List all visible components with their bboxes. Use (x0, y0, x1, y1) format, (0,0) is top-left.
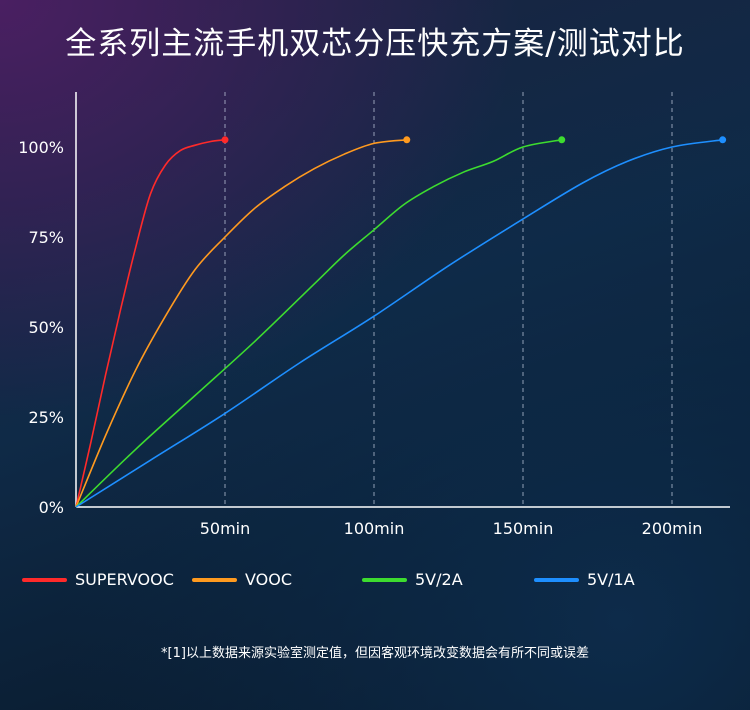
x-tick-label: 50min (200, 519, 251, 538)
series-layer (75, 136, 727, 508)
legend-swatch (534, 577, 579, 582)
footnote: *[1]以上数据来源实验室测定值，但因客观环境改变数据会有所不同或误差 (161, 646, 589, 661)
legend-item-supervooc: SUPERVOOC (22, 570, 174, 589)
axis-layer (75, 92, 730, 508)
series-endpoint-5v-2a (558, 136, 566, 144)
legend-label: 5V/2A (415, 570, 463, 589)
legend-swatch (22, 577, 67, 582)
series-line-5v-1a (75, 139, 723, 508)
legend-label: 5V/1A (587, 570, 635, 589)
series-line-5v-2a (75, 139, 562, 508)
series-line-supervooc (75, 139, 226, 508)
grid-layer (224, 92, 673, 507)
series-line-vooc (75, 139, 407, 508)
tick-layer: 50min 100min 150min 200min 0% 25% 50% 75% 100% (18, 138, 702, 538)
series-endpoint-5v-1a (719, 136, 727, 144)
legend-swatch (362, 577, 407, 582)
chart-title: 全系列主流手机双芯分压快充方案/测试对比 (65, 26, 685, 62)
x-tick-label: 200min (642, 519, 703, 538)
x-tick-label: 150min (493, 519, 554, 538)
y-tick-label: 25% (28, 408, 64, 427)
y-tick-label: 75% (28, 228, 64, 247)
legend-item-vooc: VOOC (192, 570, 292, 589)
line-chart: 50min 100min 150min 200min 0% 25% 50% 75% 100% (18, 92, 730, 538)
chart-legend: SUPERVOOC VOOC 5V/2A 5V/1A (0, 570, 750, 594)
y-tick-label: 0% (39, 498, 64, 517)
legend-item-5v-1a: 5V/1A (534, 570, 635, 589)
legend-label: VOOC (245, 570, 293, 589)
series-endpoint-vooc (403, 136, 411, 144)
legend-label: SUPERVOOC (75, 570, 174, 589)
x-tick-label: 100min (344, 519, 405, 538)
legend-swatch (192, 577, 237, 582)
legend-item-5v-2a: 5V/2A (362, 570, 463, 589)
y-tick-label: 100% (18, 138, 64, 157)
y-tick-label: 50% (28, 318, 64, 337)
series-endpoint-supervooc (221, 136, 229, 144)
